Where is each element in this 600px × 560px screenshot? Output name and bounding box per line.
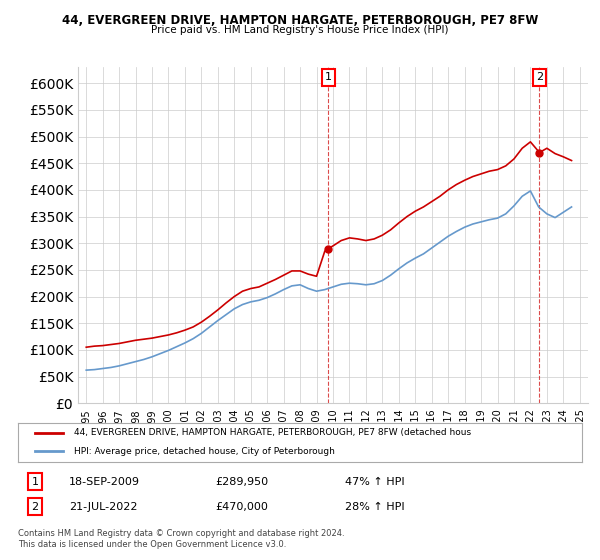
Text: 2: 2 <box>536 72 543 82</box>
Text: 1: 1 <box>325 72 332 82</box>
Text: 18-SEP-2009: 18-SEP-2009 <box>69 477 140 487</box>
Text: Price paid vs. HM Land Registry's House Price Index (HPI): Price paid vs. HM Land Registry's House … <box>151 25 449 35</box>
Text: 44, EVERGREEN DRIVE, HAMPTON HARGATE, PETERBOROUGH, PE7 8FW: 44, EVERGREEN DRIVE, HAMPTON HARGATE, PE… <box>62 14 538 27</box>
Text: 47% ↑ HPI: 47% ↑ HPI <box>345 477 405 487</box>
Text: 2: 2 <box>31 502 38 512</box>
Text: 1: 1 <box>31 477 38 487</box>
Text: Contains HM Land Registry data © Crown copyright and database right 2024.
This d: Contains HM Land Registry data © Crown c… <box>18 529 344 549</box>
Text: 28% ↑ HPI: 28% ↑ HPI <box>345 502 405 512</box>
Text: 44, EVERGREEN DRIVE, HAMPTON HARGATE, PETERBOROUGH, PE7 8FW (detached hous: 44, EVERGREEN DRIVE, HAMPTON HARGATE, PE… <box>74 428 472 437</box>
Text: £470,000: £470,000 <box>215 502 268 512</box>
Text: 21-JUL-2022: 21-JUL-2022 <box>69 502 137 512</box>
Text: £289,950: £289,950 <box>215 477 269 487</box>
Text: HPI: Average price, detached house, City of Peterborough: HPI: Average price, detached house, City… <box>74 446 335 455</box>
